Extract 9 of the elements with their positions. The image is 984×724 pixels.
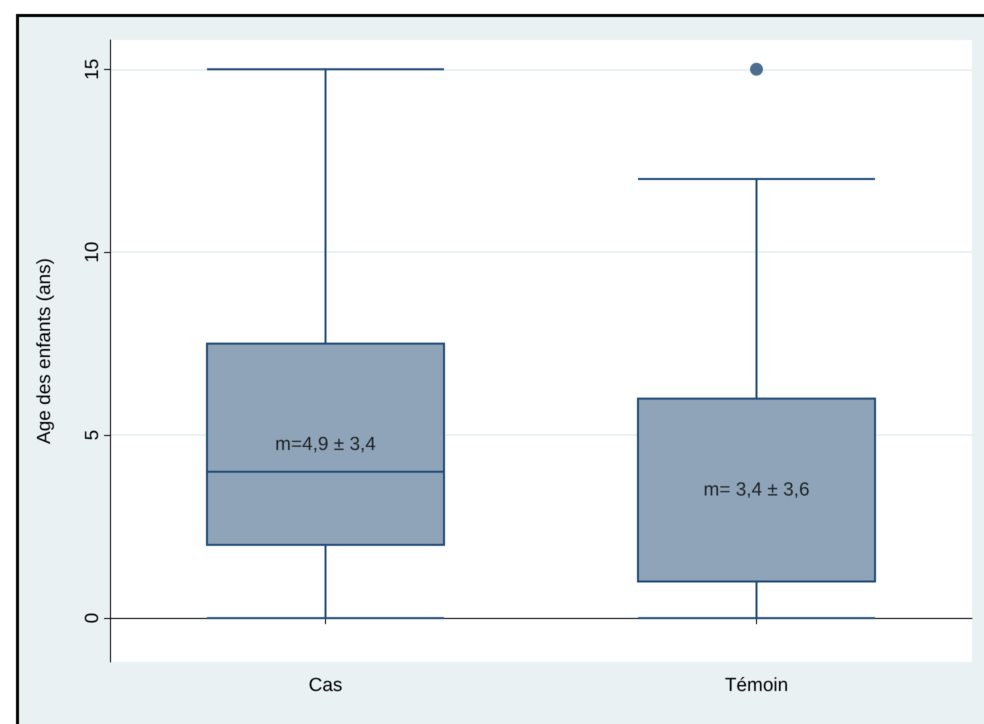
- y-tick-label: 0: [82, 612, 103, 624]
- y-tick-label: 5: [82, 430, 103, 440]
- x-tick-label: Témoin: [724, 675, 788, 696]
- y-tick-label: 15: [82, 58, 103, 80]
- x-tick-label: Cas: [308, 675, 342, 696]
- annotation: m=4,9 ± 3,4: [275, 434, 376, 455]
- y-tick-label: 10: [82, 242, 103, 263]
- y-axis-title: Age des enfants (ans): [34, 258, 55, 444]
- annotation: m= 3,4 ± 3,6: [703, 480, 810, 501]
